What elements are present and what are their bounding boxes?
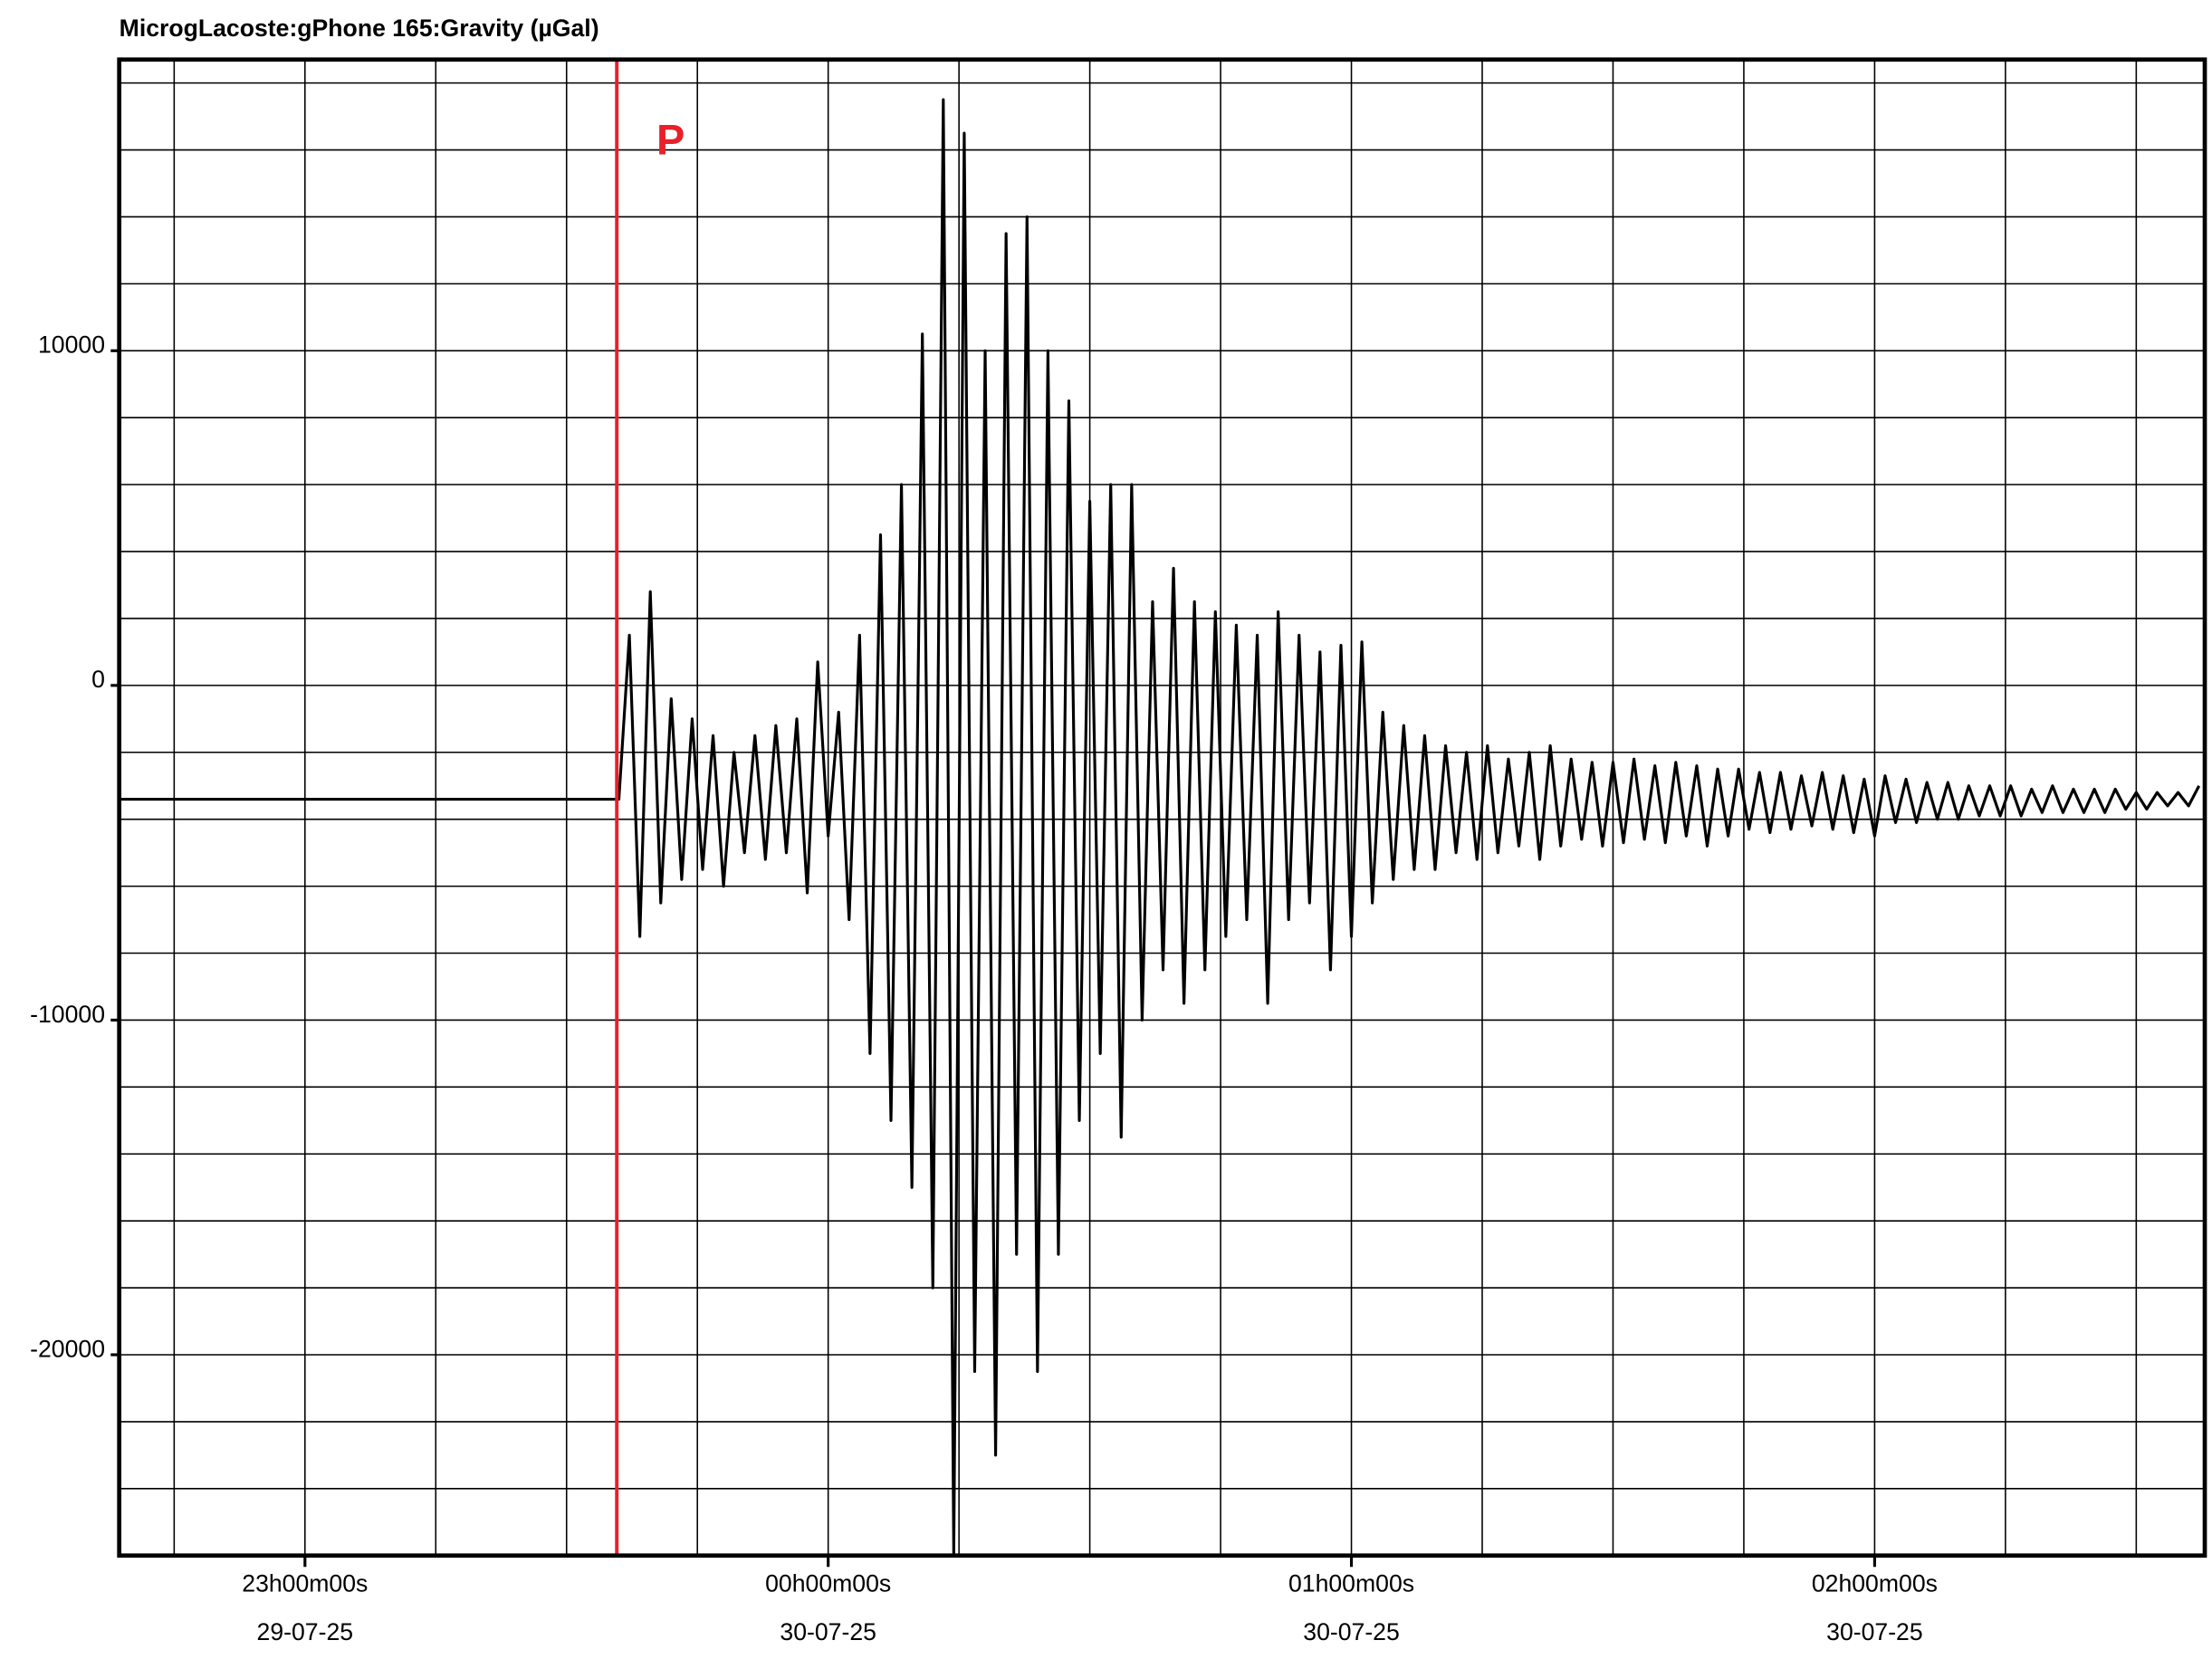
x-tick-date: 30-07-25 [1826, 1618, 1923, 1645]
x-tick-date: 30-07-25 [1303, 1618, 1400, 1645]
x-tick-label: 23h00m00s [242, 1570, 368, 1597]
x-tick-label: 00h00m00s [765, 1570, 891, 1597]
axis-labels: -20000 -10000 0 10000 23h00m00s 29-07-25 00h00… [30, 116, 1938, 1645]
chart-title: MicrogLacoste:gPhone 165:Gravity (µGal) [120, 14, 599, 42]
x-tick-label: 02h00m00s [1812, 1570, 1938, 1597]
y-tick-label: 0 [91, 666, 105, 693]
plot-frame [117, 57, 2207, 1559]
y-tick-label: -20000 [30, 1335, 105, 1362]
x-tick-date: 29-07-25 [257, 1618, 354, 1645]
waveform [119, 98, 2201, 1556]
x-tick-label: 01h00m00s [1288, 1570, 1414, 1597]
y-tick-label: -10000 [30, 1001, 105, 1028]
plot-area [119, 59, 2201, 1556]
p-wave-label: P [656, 116, 685, 164]
y-tick-label: 10000 [38, 331, 105, 359]
x-tick-date: 30-07-25 [780, 1618, 876, 1645]
